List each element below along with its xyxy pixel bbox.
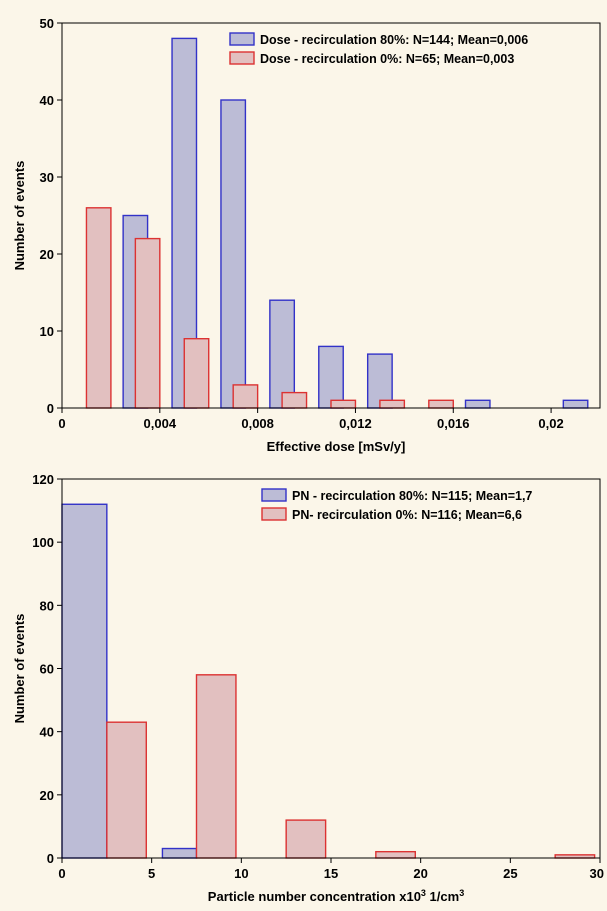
y-axis-title: Number of events [12, 161, 27, 271]
bar-series2-4 [375, 850, 416, 859]
y-tick-label: 60 [40, 662, 54, 677]
bar-series1-6 [318, 345, 344, 409]
x-tick-label: 30 [590, 866, 604, 881]
bar-series2-6 [330, 399, 357, 409]
bar-series1-9 [562, 399, 589, 409]
y-tick-label: 10 [40, 324, 54, 339]
bar-series1-1 [61, 503, 108, 859]
bar-series1-5 [269, 299, 296, 409]
legend-label: Dose - recirculation 80%: N=144; Mean=0,… [260, 33, 528, 47]
bar-series1-8 [464, 399, 491, 409]
y-axis-title: Number of events [12, 614, 27, 724]
bar-series2-1 [85, 207, 112, 409]
bar-series2-2 [134, 237, 161, 409]
chart-2: 0 20 40 60 80 100 120 0 5 10 15 20 25 30 Particle numb… [12, 472, 604, 904]
y-tick-label: 120 [32, 472, 54, 487]
legend-swatch [261, 488, 287, 502]
bar-series2-3 [183, 338, 210, 409]
bar-series2-3 [285, 819, 327, 859]
y-tick-label: 80 [40, 598, 54, 613]
y-tick-label: 100 [32, 535, 54, 550]
legend-swatch [229, 51, 255, 65]
y-tick-label: 20 [40, 247, 54, 262]
x-tick-label: 25 [503, 866, 517, 881]
x-tick-label: 0,02 [538, 416, 563, 431]
bar-series1-4 [220, 99, 247, 409]
plot-area [61, 478, 601, 859]
bar-series1-2 [161, 847, 198, 859]
y-tick-label: 0 [47, 851, 54, 866]
bar-series2-1 [106, 721, 147, 859]
x-axis-title: Particle number concentration x103 1/cm3 [208, 888, 464, 904]
x-tick-label: 0,004 [144, 416, 177, 431]
bar-series2-7 [379, 399, 406, 409]
x-tick-label: 5 [148, 866, 155, 881]
bar-series1-7 [366, 353, 393, 409]
legend-label: Dose - recirculation 0%: N=65; Mean=0,00… [260, 52, 514, 66]
y-tick-label: 40 [40, 725, 54, 740]
x-tick-label: 10 [234, 866, 248, 881]
y-tick-label: 50 [40, 16, 54, 31]
y-tick-label: 30 [40, 170, 54, 185]
bar-series2-4 [232, 384, 259, 409]
bar-series2-2 [195, 674, 237, 859]
legend-swatch [229, 32, 255, 46]
legend-swatch [261, 507, 287, 521]
x-tick-label: 0 [58, 866, 65, 881]
x-tick-label: 0,016 [437, 416, 470, 431]
bar-series2-8 [428, 399, 454, 409]
x-tick-label: 0,012 [339, 416, 372, 431]
x-tick-label: 20 [413, 866, 427, 881]
x-tick-label: 15 [324, 866, 338, 881]
legend-label: PN - recirculation 80%: N=115; Mean=1,7 [292, 489, 532, 503]
x-tick-label: 0,008 [241, 416, 274, 431]
chart-1: 0 10 20 30 40 50 0 0,004 0,008 0,012 0,016 0,02 Effe… [12, 16, 601, 454]
bar-series2-5 [281, 391, 308, 409]
y-tick-label: 20 [40, 788, 54, 803]
y-tick-label: 0 [47, 401, 54, 416]
y-tick-label: 40 [40, 93, 54, 108]
x-axis-title: Effective dose [mSv/y] [267, 439, 406, 454]
legend-label: PN- recirculation 0%: N=116; Mean=6,6 [292, 508, 522, 522]
x-tick-label: 0 [58, 416, 65, 431]
